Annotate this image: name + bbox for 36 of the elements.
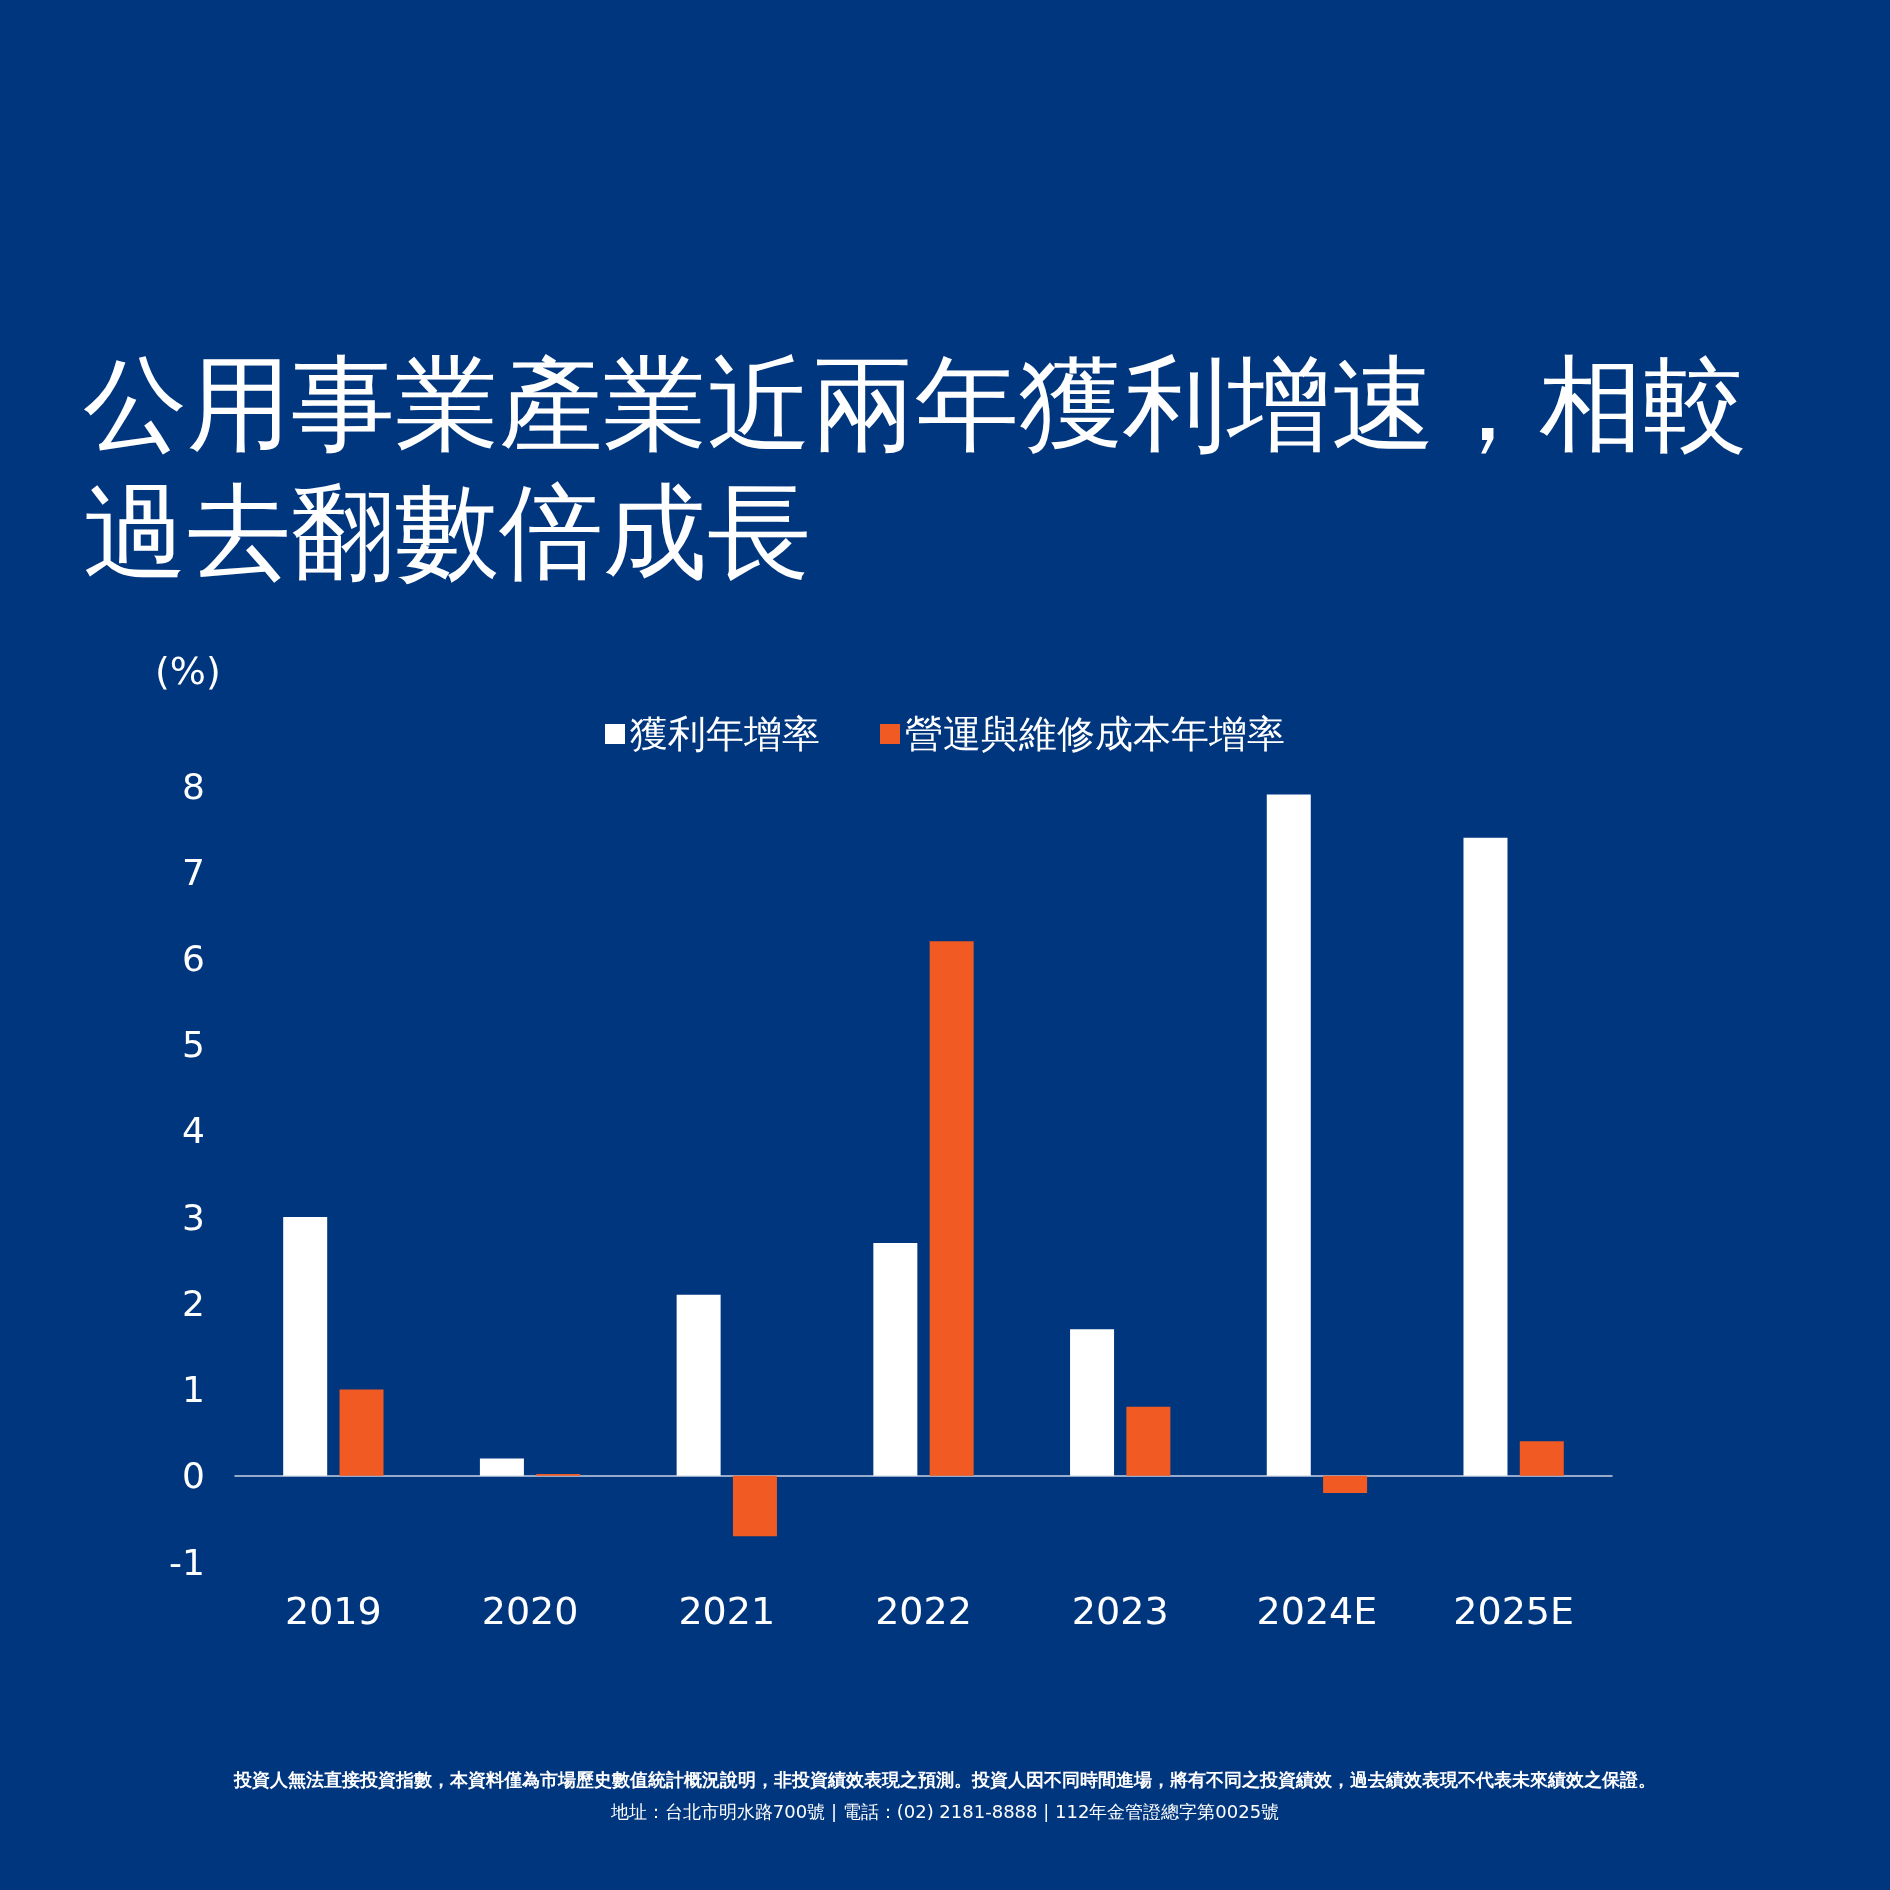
y-axis-title: (%) [155, 649, 221, 693]
bar [1463, 837, 1508, 1476]
bar [1323, 1475, 1368, 1494]
y-tick-label: 0 [182, 1455, 205, 1497]
bar [676, 1294, 721, 1476]
y-tick-label: 6 [182, 937, 205, 979]
bar [732, 1475, 777, 1537]
y-tick-label: 8 [182, 765, 205, 807]
bar [1126, 1406, 1171, 1476]
text: 地址：台北市明水路700號 | 電話：(02) 2181-8888 | 112年金管證總字第0025號 [609, 1800, 1280, 1822]
bar [1266, 794, 1311, 1476]
y-tick-label: 4 [182, 1110, 205, 1152]
text: 投資人無法直接投資指數，本資料僅為市場歷史數值統計概況說明，非投資績效表現之預測。投資人因不同時間進場，將有不同之投資績效，過去績效表現不代表未來績效之保證。 [233, 1768, 1656, 1790]
bar [339, 1389, 384, 1476]
legend-label: 獲利年增率 [630, 712, 820, 756]
y-tick-label: 3 [182, 1196, 205, 1238]
x-tick-label: 2023 [1071, 1589, 1169, 1633]
y-tick-label: 7 [182, 851, 205, 893]
x-tick-label: 2025E [1453, 1589, 1574, 1633]
bar [1519, 1441, 1564, 1476]
y-tick-label: 5 [182, 1024, 205, 1066]
chart-title: 公用事業產業近兩年獲利增速，相較過去翻數倍成長 [83, 343, 1747, 593]
x-tick-label: 2020 [481, 1589, 579, 1633]
y-tick-label: 2 [182, 1282, 205, 1324]
x-tick-label: 2021 [678, 1589, 776, 1633]
x-tick-label: 2024E [1256, 1589, 1378, 1633]
x-tick-label: 2019 [285, 1589, 382, 1633]
bar [929, 941, 974, 1476]
legend-label: 營運與維修成本年增率 [905, 712, 1285, 756]
x-tick-label: 2022 [875, 1589, 972, 1633]
y-tick-label: -1 [169, 1541, 205, 1583]
bar [283, 1217, 328, 1476]
y-tick-label: 1 [182, 1369, 205, 1411]
bar [873, 1242, 918, 1476]
bar [1070, 1329, 1115, 1476]
bar [479, 1458, 524, 1476]
